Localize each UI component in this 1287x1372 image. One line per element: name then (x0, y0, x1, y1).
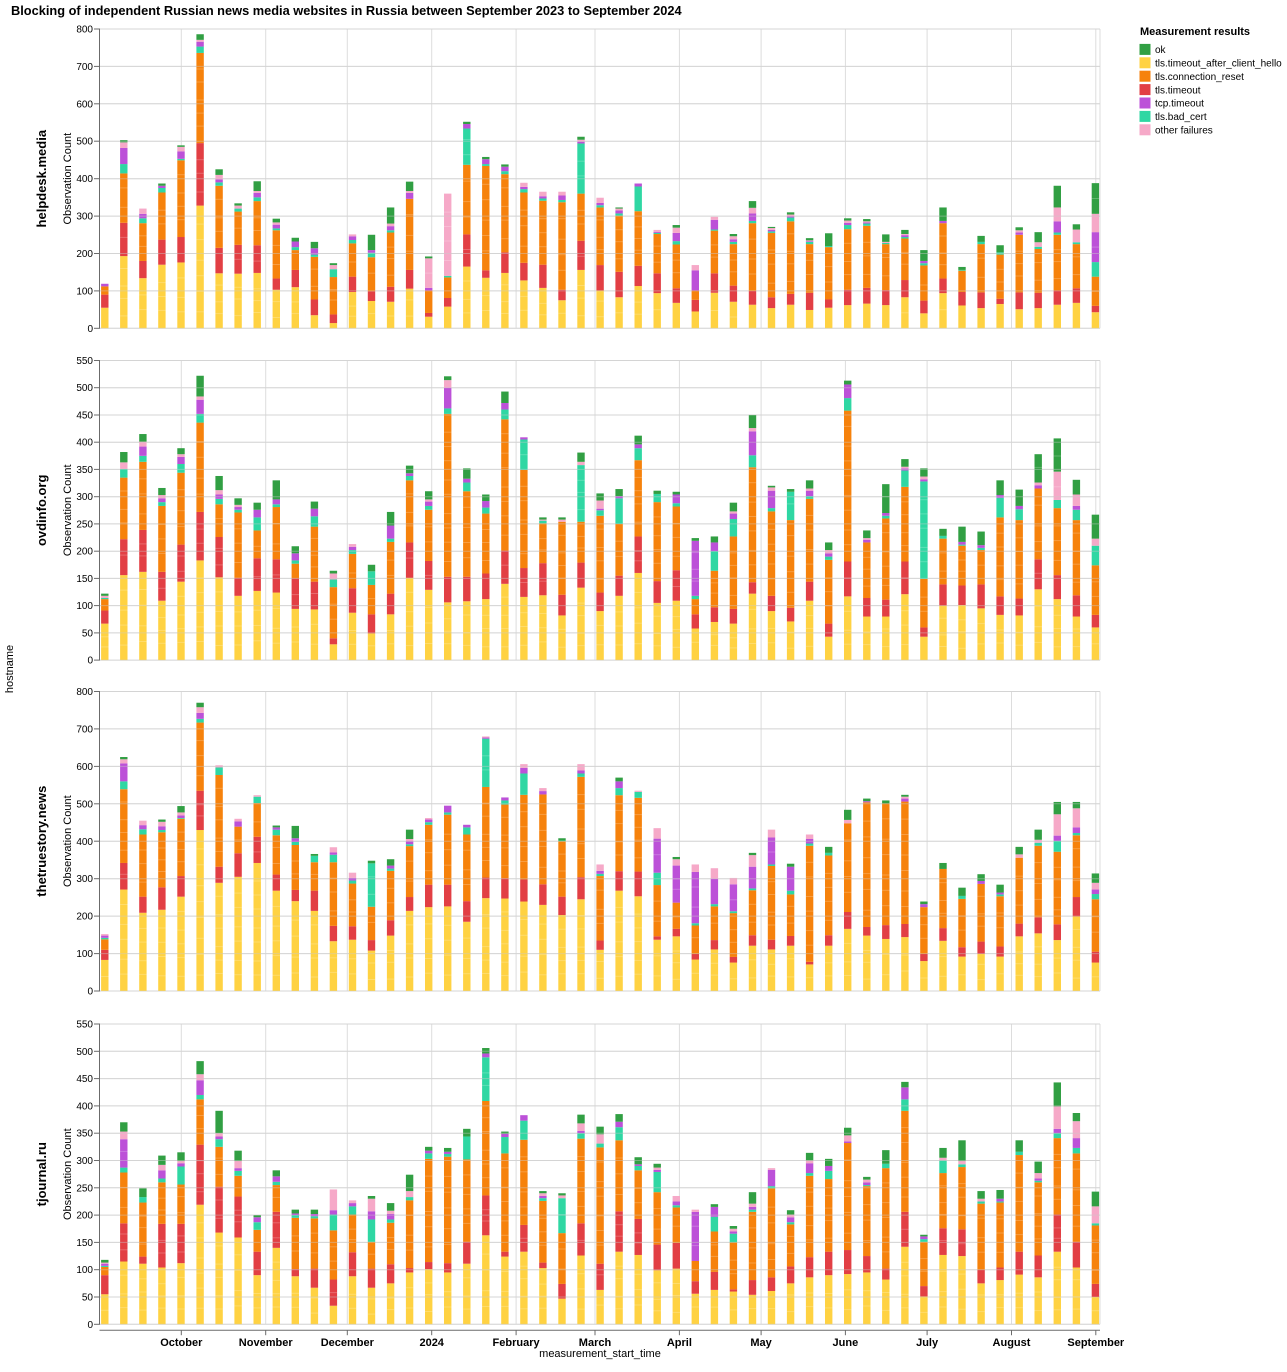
svg-text:Blocking of independent Russia: Blocking of independent Russian news med… (11, 3, 683, 18)
svg-text:March: March (579, 1337, 612, 1349)
svg-text:tjournal.ru: tjournal.ru (34, 1142, 49, 1206)
svg-text:0: 0 (87, 1320, 93, 1331)
svg-text:400: 400 (76, 837, 93, 848)
svg-text:September: September (1067, 1337, 1125, 1349)
svg-text:800: 800 (76, 25, 93, 36)
svg-text:0: 0 (87, 987, 93, 998)
svg-text:450: 450 (76, 1074, 93, 1085)
svg-text:50: 50 (82, 628, 94, 639)
svg-text:Observation Count: Observation Count (62, 133, 74, 225)
svg-text:measurement_start_time: measurement_start_time (539, 1348, 661, 1360)
svg-text:Observation Count: Observation Count (62, 464, 74, 556)
svg-text:600: 600 (76, 99, 93, 110)
svg-text:0: 0 (87, 656, 93, 667)
svg-text:helpdesk.media: helpdesk.media (34, 129, 49, 227)
svg-text:700: 700 (76, 724, 93, 735)
svg-text:tls.bad_cert: tls.bad_cert (1155, 112, 1207, 123)
svg-text:tls.timeout_after_client_hello: tls.timeout_after_client_hello (1155, 59, 1282, 70)
svg-text:2024: 2024 (419, 1337, 444, 1349)
svg-text:400: 400 (76, 1101, 93, 1112)
svg-text:200: 200 (76, 547, 93, 558)
svg-text:300: 300 (76, 1156, 93, 1167)
svg-text:150: 150 (76, 1238, 93, 1249)
svg-text:February: February (493, 1337, 541, 1349)
svg-text:350: 350 (76, 465, 93, 476)
svg-text:October: October (160, 1337, 203, 1349)
svg-text:600: 600 (76, 762, 93, 773)
svg-text:December: December (321, 1337, 375, 1349)
svg-text:400: 400 (76, 174, 93, 185)
svg-text:thetruestory.news: thetruestory.news (34, 786, 49, 897)
svg-text:200: 200 (76, 912, 93, 923)
svg-text:150: 150 (76, 574, 93, 585)
svg-text:500: 500 (76, 137, 93, 148)
svg-text:200: 200 (76, 249, 93, 260)
svg-text:other failures: other failures (1155, 126, 1213, 137)
svg-text:0: 0 (87, 324, 93, 335)
svg-text:April: April (667, 1337, 692, 1349)
svg-text:100: 100 (76, 949, 93, 960)
svg-text:tls.connection_reset: tls.connection_reset (1155, 72, 1244, 83)
svg-text:500: 500 (76, 1047, 93, 1058)
svg-text:August: August (993, 1337, 1031, 1349)
svg-text:250: 250 (76, 519, 93, 530)
svg-text:ok: ok (1155, 45, 1167, 56)
svg-text:50: 50 (82, 1293, 94, 1304)
svg-text:Measurement results: Measurement results (1140, 26, 1250, 38)
svg-text:350: 350 (76, 1129, 93, 1140)
svg-text:450: 450 (76, 411, 93, 422)
svg-text:May: May (750, 1337, 772, 1349)
svg-text:July: July (916, 1337, 939, 1349)
svg-text:100: 100 (76, 601, 93, 612)
svg-text:ovdinfo.org: ovdinfo.org (34, 475, 49, 547)
svg-text:200: 200 (76, 1211, 93, 1222)
svg-text:300: 300 (76, 492, 93, 503)
svg-text:Observation Count: Observation Count (62, 795, 74, 887)
svg-text:June: June (833, 1337, 859, 1349)
svg-text:400: 400 (76, 438, 93, 449)
svg-text:tcp.timeout: tcp.timeout (1155, 99, 1204, 110)
svg-text:300: 300 (76, 212, 93, 223)
svg-text:250: 250 (76, 1183, 93, 1194)
svg-text:hostname: hostname (4, 645, 16, 693)
svg-text:100: 100 (76, 286, 93, 297)
svg-text:November: November (239, 1337, 294, 1349)
svg-text:550: 550 (76, 1020, 93, 1031)
svg-text:300: 300 (76, 874, 93, 885)
svg-text:550: 550 (76, 356, 93, 367)
svg-text:700: 700 (76, 62, 93, 73)
svg-text:800: 800 (76, 687, 93, 698)
svg-text:tls.timeout: tls.timeout (1155, 85, 1201, 96)
svg-text:100: 100 (76, 1265, 93, 1276)
svg-text:500: 500 (76, 799, 93, 810)
svg-text:Observation Count: Observation Count (62, 1128, 74, 1220)
svg-text:500: 500 (76, 383, 93, 394)
